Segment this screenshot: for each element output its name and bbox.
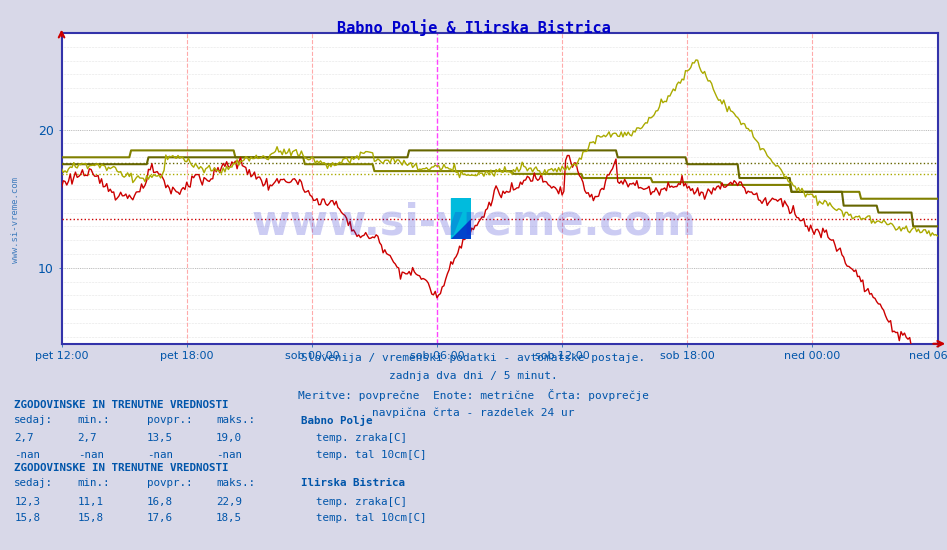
Text: temp. zraka[C]: temp. zraka[C]	[316, 433, 407, 443]
Text: maks.:: maks.:	[216, 478, 255, 488]
Text: Ilirska Bistrica: Ilirska Bistrica	[301, 478, 405, 488]
Polygon shape	[451, 198, 471, 239]
Text: zadnja dva dni / 5 minut.: zadnja dva dni / 5 minut.	[389, 371, 558, 381]
Text: navpična črta - razdelek 24 ur: navpična črta - razdelek 24 ur	[372, 408, 575, 418]
Text: 11,1: 11,1	[78, 497, 103, 507]
Text: 12,3: 12,3	[14, 497, 40, 507]
Text: 2,7: 2,7	[14, 433, 34, 443]
Text: povpr.:: povpr.:	[147, 478, 192, 488]
Text: temp. tal 10cm[C]: temp. tal 10cm[C]	[316, 513, 427, 523]
Text: -nan: -nan	[147, 450, 172, 460]
Text: sedaj:: sedaj:	[14, 478, 53, 488]
Text: -nan: -nan	[216, 450, 241, 460]
Text: Meritve: povprečne  Enote: metrične  Črta: povprečje: Meritve: povprečne Enote: metrične Črta:…	[298, 389, 649, 402]
Text: 2,7: 2,7	[78, 433, 98, 443]
Text: min.:: min.:	[78, 478, 110, 488]
Text: Babno Polje & Ilirska Bistrica: Babno Polje & Ilirska Bistrica	[336, 19, 611, 36]
Polygon shape	[451, 219, 471, 239]
Text: www.si-vreme.com: www.si-vreme.com	[251, 202, 696, 244]
Text: temp. zraka[C]: temp. zraka[C]	[316, 497, 407, 507]
Text: -nan: -nan	[14, 450, 40, 460]
Text: -nan: -nan	[78, 450, 103, 460]
Text: 18,5: 18,5	[216, 513, 241, 523]
Text: sedaj:: sedaj:	[14, 415, 53, 425]
Text: 15,8: 15,8	[78, 513, 103, 523]
Text: 13,5: 13,5	[147, 433, 172, 443]
Text: min.:: min.:	[78, 415, 110, 425]
Text: temp. tal 10cm[C]: temp. tal 10cm[C]	[316, 450, 427, 460]
Text: 19,0: 19,0	[216, 433, 241, 443]
Text: www.si-vreme.com: www.si-vreme.com	[11, 177, 21, 263]
Text: povpr.:: povpr.:	[147, 415, 192, 425]
Text: 22,9: 22,9	[216, 497, 241, 507]
Text: Babno Polje: Babno Polje	[301, 415, 373, 426]
Text: 16,8: 16,8	[147, 497, 172, 507]
Text: ZGODOVINSKE IN TRENUTNE VREDNOSTI: ZGODOVINSKE IN TRENUTNE VREDNOSTI	[14, 400, 229, 410]
Text: Slovenija / vremenski podatki - avtomatske postaje.: Slovenija / vremenski podatki - avtomats…	[301, 353, 646, 363]
Text: ZGODOVINSKE IN TRENUTNE VREDNOSTI: ZGODOVINSKE IN TRENUTNE VREDNOSTI	[14, 463, 229, 473]
Text: 17,6: 17,6	[147, 513, 172, 523]
Text: 15,8: 15,8	[14, 513, 40, 523]
Text: maks.:: maks.:	[216, 415, 255, 425]
